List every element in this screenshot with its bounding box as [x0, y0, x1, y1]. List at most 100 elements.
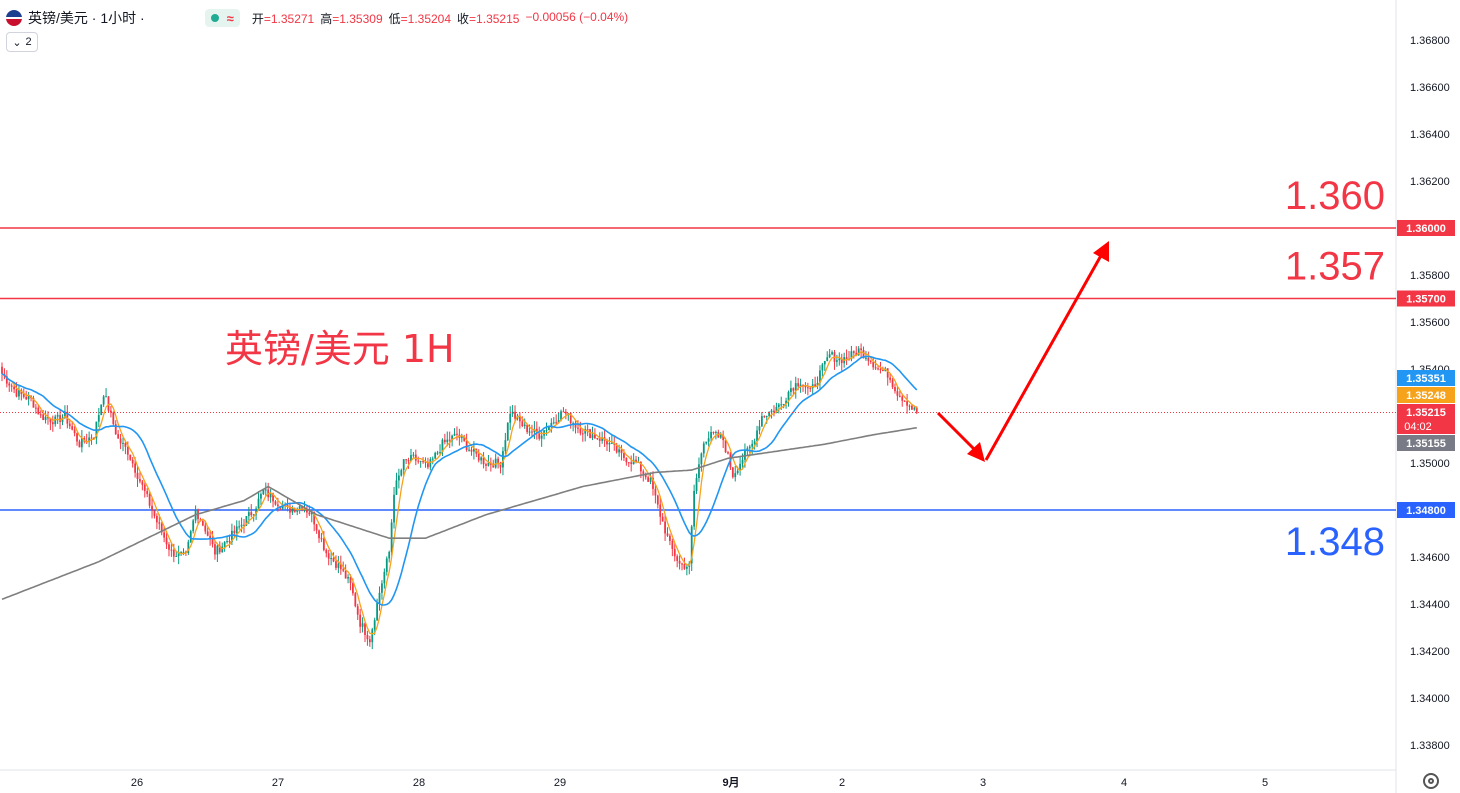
candle — [315, 523, 318, 534]
candle — [485, 462, 487, 472]
candle-body — [352, 583, 354, 594]
candle-body — [141, 481, 144, 485]
symbol-title[interactable]: 英镑/美元 · 1小时 · — [28, 10, 145, 26]
candle-body — [506, 422, 509, 441]
candle — [32, 395, 35, 408]
candle-body — [915, 407, 918, 413]
candle-body — [564, 411, 567, 414]
candle-body — [831, 352, 833, 355]
time-tick-label: 27 — [272, 777, 284, 789]
candle — [393, 487, 395, 529]
candle-body — [97, 415, 100, 422]
candle — [514, 405, 516, 423]
candle-body — [204, 525, 207, 532]
candle-body — [632, 459, 635, 465]
candle — [504, 432, 507, 455]
candle-body — [552, 422, 555, 424]
candle — [799, 378, 802, 393]
candle — [407, 457, 410, 469]
candle-body — [826, 357, 829, 362]
candle-body — [879, 369, 882, 371]
candle-body — [606, 440, 608, 445]
candle-body — [809, 387, 812, 389]
candle-body — [422, 461, 424, 463]
candle-body — [117, 434, 120, 439]
candle-body — [177, 552, 180, 557]
candle-body — [170, 549, 173, 551]
indicators-collapse-button[interactable]: ⌄ 2 — [6, 32, 38, 52]
candle — [139, 471, 141, 484]
candle-body — [126, 446, 129, 455]
candle-body — [881, 369, 884, 372]
candle — [327, 549, 330, 566]
candle-body — [773, 410, 775, 413]
candle-body — [763, 416, 766, 418]
price-axis-tag-text: 1.35155 — [1406, 438, 1446, 450]
candle — [8, 381, 11, 392]
candle — [625, 457, 628, 466]
candle — [102, 394, 105, 407]
candle — [76, 432, 78, 446]
candle-body — [114, 424, 117, 435]
candle — [385, 556, 388, 576]
candle-body — [335, 561, 337, 568]
candle — [223, 541, 226, 552]
candle — [877, 366, 879, 371]
candle — [751, 439, 754, 455]
candle — [753, 438, 756, 450]
candle-body — [816, 383, 819, 387]
candle — [821, 362, 824, 377]
candle-body — [18, 390, 20, 397]
candle-body — [439, 452, 441, 454]
candle — [874, 359, 877, 370]
candle-body — [577, 427, 579, 429]
candle-body — [903, 400, 906, 402]
candle-body — [855, 352, 858, 356]
candle — [845, 349, 848, 366]
candle-body — [306, 509, 308, 513]
candle-body — [579, 428, 582, 434]
candle-body — [151, 505, 153, 511]
arrow-up-head — [1093, 241, 1109, 262]
candle-body — [155, 515, 158, 523]
candle-body — [412, 454, 415, 456]
candle — [511, 405, 514, 417]
candle — [124, 440, 127, 455]
candle-body — [630, 462, 633, 465]
candle-body — [748, 446, 751, 449]
candle-body — [463, 436, 466, 441]
candle-body — [775, 406, 778, 413]
candle — [429, 457, 432, 471]
candle-body — [731, 467, 734, 478]
candle-body — [247, 512, 250, 517]
candle-body — [594, 434, 596, 439]
price-tick-label: 1.36400 — [1410, 129, 1450, 141]
candle-body — [320, 538, 323, 540]
candle-body — [797, 383, 800, 387]
candle — [855, 346, 858, 357]
candle — [632, 453, 635, 465]
market-status-pill[interactable]: ≈ — [204, 9, 240, 27]
chart-settings-gear-icon[interactable] — [1423, 773, 1439, 789]
candle — [354, 592, 357, 608]
candle-body — [102, 396, 105, 405]
candle-body — [819, 370, 821, 384]
candle — [56, 411, 59, 425]
candle-body — [393, 494, 395, 523]
candle-body — [678, 560, 681, 564]
candle-body — [804, 385, 807, 388]
candle-body — [313, 511, 316, 525]
candle-body — [700, 453, 703, 465]
candle — [727, 450, 729, 455]
candle-body — [652, 477, 654, 489]
candle — [88, 431, 91, 448]
candle-body — [221, 546, 224, 553]
price-axis-tag-text: 1.35215 — [1406, 407, 1446, 419]
candle-body — [877, 368, 879, 370]
candle-body — [395, 480, 398, 495]
candle — [826, 351, 829, 362]
candle — [831, 350, 833, 356]
candle — [189, 529, 192, 544]
candle — [794, 376, 797, 399]
